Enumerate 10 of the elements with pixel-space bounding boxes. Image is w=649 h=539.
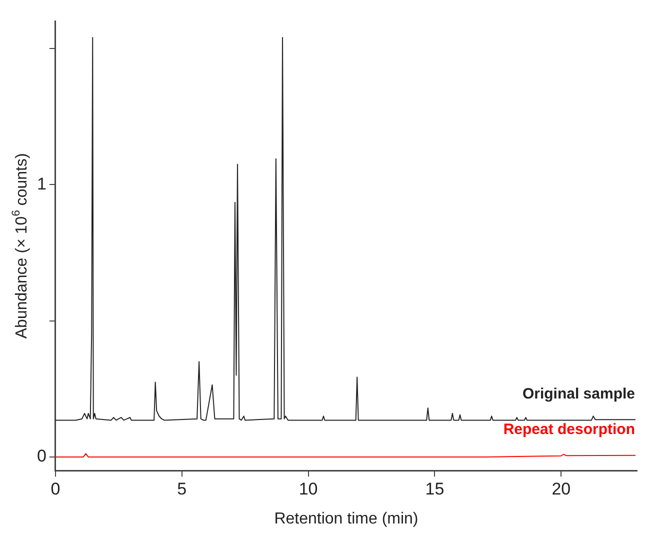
- x-tick-label: 0: [50, 479, 60, 498]
- y-tick-label: 1: [36, 174, 46, 194]
- x-tick-label: 10: [298, 479, 318, 498]
- x-tick-label: 15: [425, 479, 444, 498]
- series-label: Original sample: [522, 385, 635, 402]
- series-label: Repeat desorption: [503, 420, 635, 438]
- x-tick-label: 20: [552, 479, 571, 498]
- x-axis-title: Retention time (min): [274, 510, 418, 528]
- x-tick-label: 5: [177, 479, 187, 498]
- y-axis-title: Abundance (× 106 counts): [10, 153, 30, 339]
